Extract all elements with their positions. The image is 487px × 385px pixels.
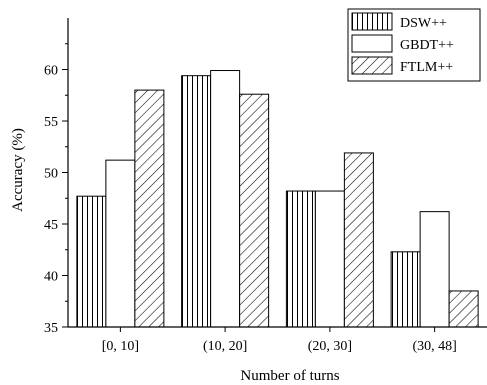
y-tick-label: 55 (44, 115, 58, 130)
legend-label: FTLM++ (400, 60, 453, 75)
y-tick-label: 40 (44, 270, 58, 285)
bar-ftlm-0 (134, 89, 165, 328)
x-tick-label: (30, 48] (412, 339, 456, 354)
legend-label: DSW++ (400, 16, 447, 31)
axes-group: [0, 10] (10, 20] (20, 30] (30, 48] 35 40 45 50 5… (44, 18, 487, 354)
bar-gbdt-2 (314, 190, 345, 328)
bar-ftlm-1 (239, 93, 270, 328)
bar-gbdt-1 (210, 70, 241, 328)
y-tick-label: 50 (44, 167, 58, 182)
bar-gbdt-3 (419, 211, 450, 328)
legend-swatch-ftlm (351, 56, 393, 75)
legend-swatch-gbdt (351, 34, 393, 53)
x-axis-title: Number of turns (240, 368, 339, 384)
y-tick-label: 45 (44, 218, 58, 233)
legend: DSW++ GBDT++ FTLM++ (347, 8, 481, 82)
legend-label: GBDT++ (400, 38, 454, 53)
bar-dsw-0 (76, 195, 107, 328)
y-axis-title: Accuracy (%) (10, 128, 26, 212)
x-tick-label: (20, 30] (308, 339, 352, 354)
x-tick-label: (10, 20] (203, 339, 247, 354)
legend-swatch-dsw (351, 12, 393, 31)
bar-dsw-1 (181, 75, 212, 328)
bar-dsw-3 (390, 251, 421, 328)
bar-ftlm-3 (448, 290, 479, 328)
y-tick-label: 35 (44, 321, 58, 336)
y-tick-label: 60 (44, 64, 58, 79)
bar-ftlm-2 (343, 152, 374, 328)
bar-gbdt-0 (105, 159, 136, 328)
bar-dsw-2 (285, 190, 316, 328)
bars-group (76, 70, 479, 328)
x-tick-label: [0, 10] (102, 339, 139, 354)
